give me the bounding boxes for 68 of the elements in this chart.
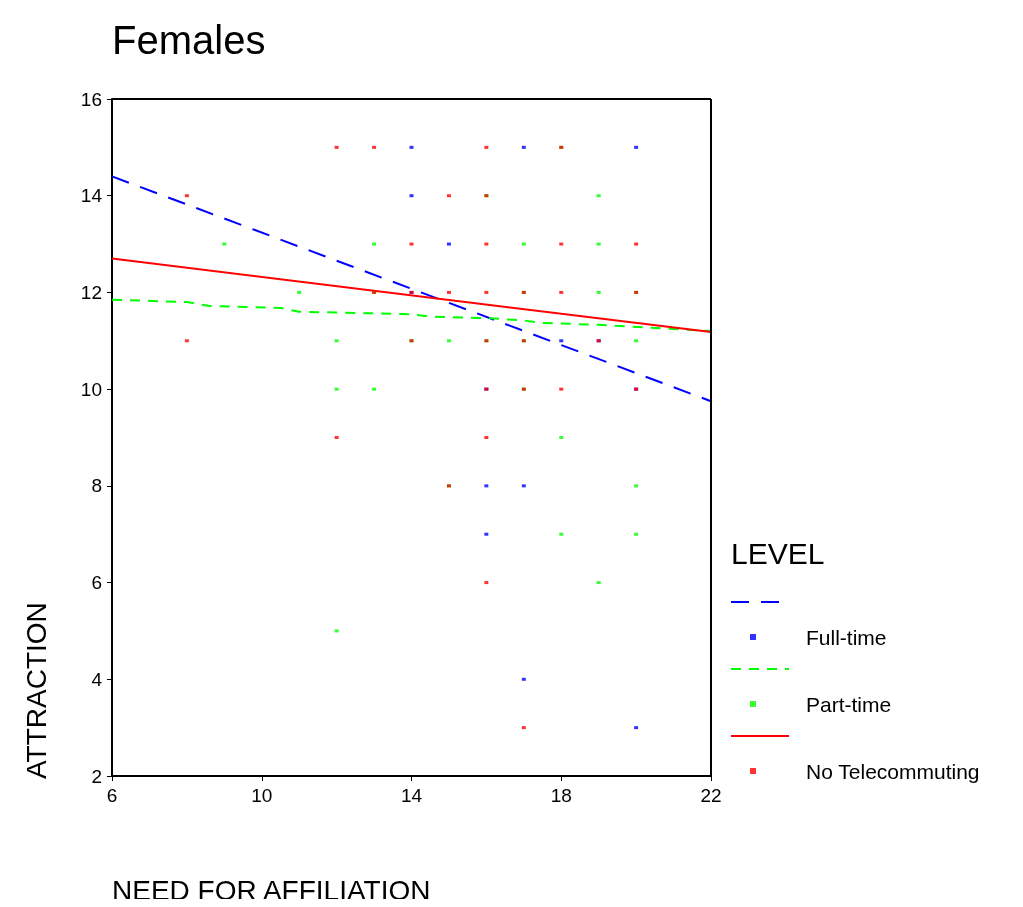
x-tick-label: 10 xyxy=(251,785,273,806)
point xyxy=(334,436,339,439)
point xyxy=(484,581,489,585)
y-tick-label: 10 xyxy=(80,378,102,400)
point xyxy=(409,145,414,149)
point xyxy=(634,532,639,536)
point xyxy=(372,145,377,149)
x-axis-title: NEED FOR AFFILIATION xyxy=(112,874,431,906)
point xyxy=(184,339,189,343)
legend-label: Full-time xyxy=(806,625,887,649)
point xyxy=(559,242,564,246)
point xyxy=(409,194,414,198)
y-tick-label: 16 xyxy=(80,88,102,110)
line-series xyxy=(111,298,712,333)
point xyxy=(446,242,451,246)
x-tick-label: 22 xyxy=(700,785,722,806)
point xyxy=(484,242,489,246)
point xyxy=(521,145,526,149)
point xyxy=(484,532,489,536)
point xyxy=(521,484,526,488)
point xyxy=(446,290,451,294)
point xyxy=(334,629,339,633)
point xyxy=(372,387,377,391)
x-tick-label: 6 xyxy=(106,785,118,806)
point xyxy=(297,290,302,294)
point xyxy=(222,242,227,246)
point xyxy=(484,290,489,294)
y-tick-label: 8 xyxy=(91,475,102,497)
point xyxy=(372,242,377,246)
point xyxy=(184,194,189,198)
point xyxy=(521,726,526,730)
point xyxy=(596,290,601,294)
point xyxy=(596,242,601,246)
x-tick-label: 18 xyxy=(550,785,572,806)
point xyxy=(521,677,526,681)
legend-label: Part-time xyxy=(806,692,892,716)
point xyxy=(484,484,489,488)
point xyxy=(634,242,639,246)
y-tick-label: 14 xyxy=(80,185,103,207)
point xyxy=(409,242,414,246)
y-tick-label: 12 xyxy=(80,281,102,303)
point xyxy=(596,581,601,585)
point xyxy=(446,339,451,343)
y-tick-label: 2 xyxy=(91,765,102,787)
point xyxy=(634,339,639,343)
point xyxy=(484,436,489,439)
point xyxy=(559,532,564,536)
point xyxy=(596,194,601,198)
x-tick-label: 14 xyxy=(400,785,423,806)
point xyxy=(484,145,489,149)
point xyxy=(559,436,564,439)
point xyxy=(446,194,451,198)
point xyxy=(334,387,339,391)
y-axis-title: ATTRACTION xyxy=(20,602,52,779)
point xyxy=(521,242,526,246)
y-tick-label: 4 xyxy=(91,668,103,690)
y-tick-label: 6 xyxy=(91,572,102,594)
point xyxy=(634,484,639,488)
point xyxy=(634,726,639,730)
legend-title: LEVEL xyxy=(731,536,825,570)
legend-label: No Telecommuting xyxy=(806,759,980,783)
point xyxy=(559,290,564,294)
chart-title: Females xyxy=(112,18,266,62)
point xyxy=(634,145,639,149)
point xyxy=(559,387,564,391)
point xyxy=(334,145,339,149)
point xyxy=(334,339,339,343)
point xyxy=(559,339,564,343)
